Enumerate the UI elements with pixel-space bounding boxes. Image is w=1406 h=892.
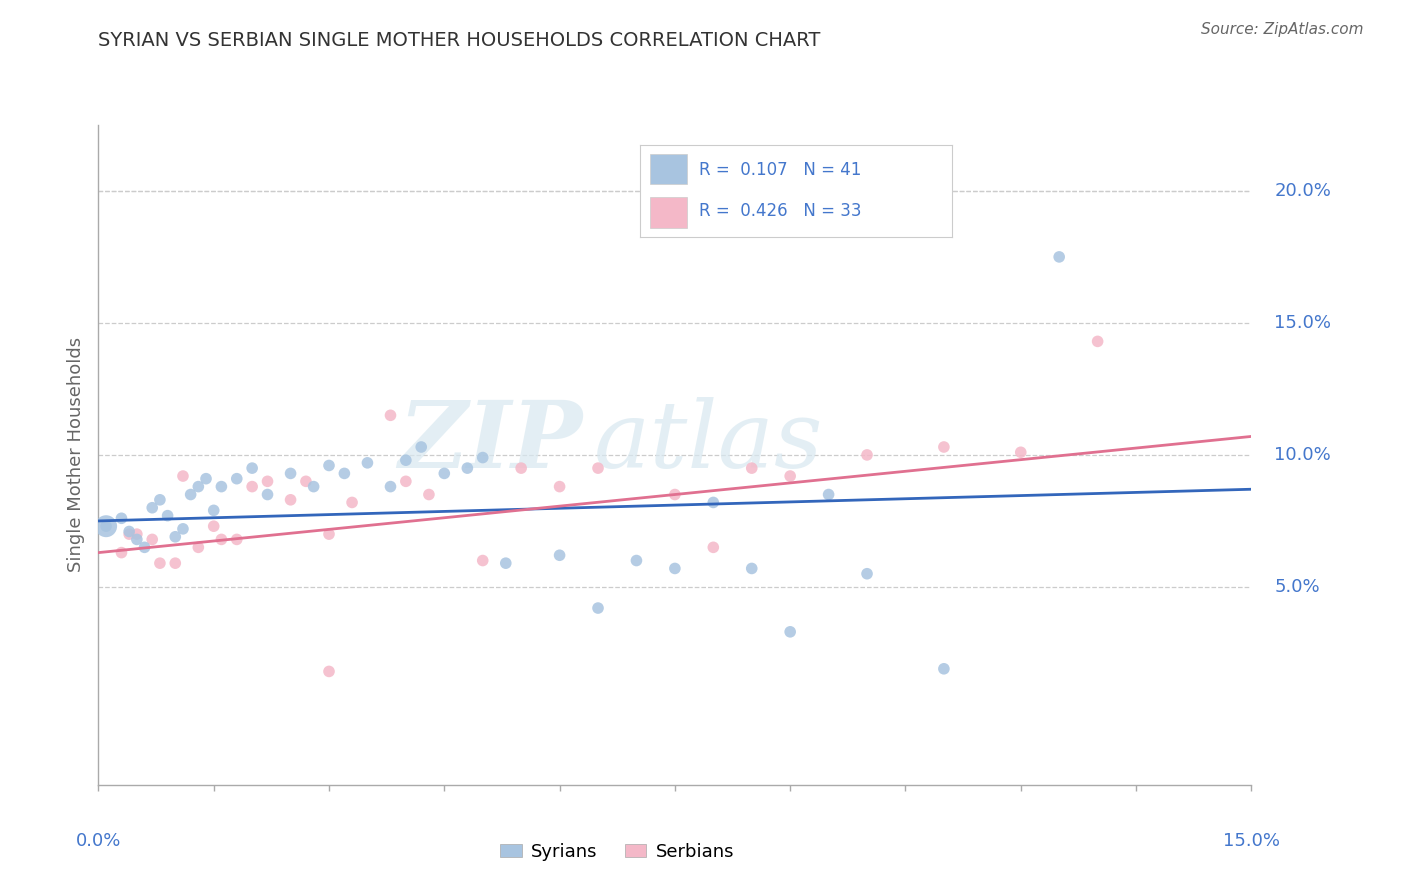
Point xyxy=(471,553,494,567)
Point xyxy=(433,467,456,481)
Point xyxy=(356,456,378,470)
Point xyxy=(380,409,402,423)
Text: Source: ZipAtlas.com: Source: ZipAtlas.com xyxy=(1201,22,1364,37)
FancyBboxPatch shape xyxy=(650,154,688,185)
Text: atlas: atlas xyxy=(595,397,824,487)
Text: 0.0%: 0.0% xyxy=(76,832,121,850)
Point xyxy=(932,662,955,676)
Point xyxy=(411,440,433,454)
Point xyxy=(149,492,172,507)
Point xyxy=(240,480,263,494)
Point xyxy=(118,527,141,541)
Point xyxy=(256,475,278,489)
Point xyxy=(256,487,278,501)
Point xyxy=(280,492,302,507)
Point xyxy=(1010,445,1032,459)
Point xyxy=(94,519,117,533)
Text: 20.0%: 20.0% xyxy=(1274,182,1331,200)
Point xyxy=(110,511,132,525)
Point xyxy=(318,665,340,679)
Point xyxy=(318,527,340,541)
Text: 5.0%: 5.0% xyxy=(1274,578,1320,596)
Point xyxy=(586,461,609,475)
Point xyxy=(779,624,801,639)
Point xyxy=(209,480,232,494)
Point xyxy=(318,458,340,473)
Text: R =  0.107   N = 41: R = 0.107 N = 41 xyxy=(699,161,862,178)
Point xyxy=(741,561,763,575)
Point xyxy=(495,556,517,570)
Point xyxy=(110,546,132,560)
Point xyxy=(118,524,141,539)
Text: SYRIAN VS SERBIAN SINGLE MOTHER HOUSEHOLDS CORRELATION CHART: SYRIAN VS SERBIAN SINGLE MOTHER HOUSEHOL… xyxy=(98,31,821,50)
Point xyxy=(225,472,247,486)
Point xyxy=(280,467,302,481)
Point xyxy=(456,461,478,475)
Point xyxy=(141,500,163,515)
Point xyxy=(1047,250,1070,264)
Point xyxy=(1087,334,1109,349)
Point xyxy=(202,519,225,533)
Point xyxy=(180,487,202,501)
Point xyxy=(172,469,194,483)
Point xyxy=(418,487,440,501)
Point xyxy=(209,533,232,547)
Point xyxy=(702,541,724,555)
Point xyxy=(149,556,172,570)
Legend: Syrians, Serbians: Syrians, Serbians xyxy=(494,836,741,868)
Point xyxy=(586,601,609,615)
Point xyxy=(626,553,648,567)
Point xyxy=(225,533,247,547)
Point xyxy=(664,487,686,501)
Point xyxy=(165,556,187,570)
Point xyxy=(817,487,839,501)
Point xyxy=(94,519,117,533)
Point xyxy=(202,503,225,517)
Point xyxy=(548,548,571,562)
Point xyxy=(156,508,179,523)
Point xyxy=(195,472,218,486)
Point xyxy=(302,480,325,494)
Point xyxy=(741,461,763,475)
Point xyxy=(187,541,209,555)
Point xyxy=(141,533,163,547)
Point xyxy=(340,495,363,509)
Y-axis label: Single Mother Households: Single Mother Households xyxy=(66,337,84,573)
Text: R =  0.426   N = 33: R = 0.426 N = 33 xyxy=(699,202,862,220)
Point xyxy=(471,450,494,465)
Point xyxy=(240,461,263,475)
Point xyxy=(125,527,148,541)
Point xyxy=(702,495,724,509)
Point xyxy=(172,522,194,536)
Text: ZIP: ZIP xyxy=(398,397,582,487)
Point xyxy=(510,461,533,475)
Text: 15.0%: 15.0% xyxy=(1223,832,1279,850)
Text: 10.0%: 10.0% xyxy=(1274,446,1331,464)
Point xyxy=(333,467,356,481)
Point xyxy=(932,440,955,454)
Point xyxy=(380,480,402,494)
Point xyxy=(165,530,187,544)
Point xyxy=(856,566,879,581)
Point xyxy=(856,448,879,462)
Point xyxy=(664,561,686,575)
Point xyxy=(125,533,148,547)
FancyBboxPatch shape xyxy=(650,197,688,227)
Point xyxy=(295,475,318,489)
Text: 15.0%: 15.0% xyxy=(1274,314,1331,332)
Point xyxy=(395,453,418,467)
Point xyxy=(779,469,801,483)
Point xyxy=(134,541,156,555)
Point xyxy=(548,480,571,494)
Point xyxy=(395,475,418,489)
Point xyxy=(187,480,209,494)
